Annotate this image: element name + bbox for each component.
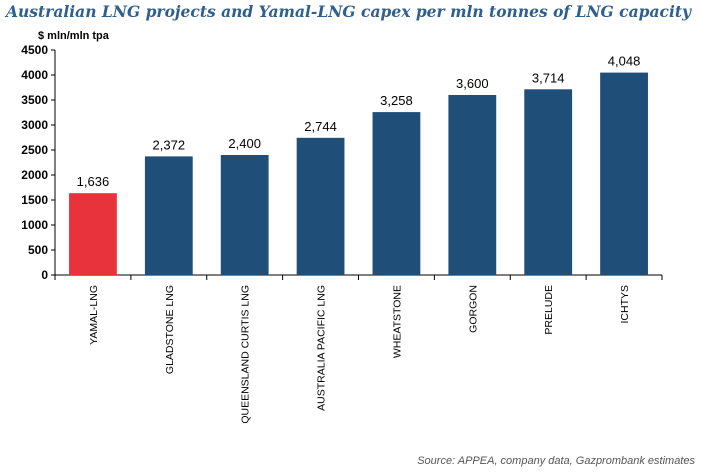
- data-label: 4,048: [608, 54, 641, 69]
- data-label: 3,600: [456, 76, 489, 91]
- y-tick-label: 3000: [21, 118, 48, 132]
- bar-queensland-curtis-lng: [220, 155, 269, 275]
- source-note: Source: APPEA, company data, Gazprombank…: [417, 455, 695, 467]
- bar-prelude: [524, 89, 573, 275]
- data-label: 2,744: [304, 119, 337, 134]
- chart-title: Australian LNG projects and Yamal-LNG ca…: [6, 2, 692, 21]
- y-tick-label: 2000: [21, 168, 48, 182]
- y-tick-label: 4500: [21, 43, 48, 57]
- bar-gorgon: [448, 95, 497, 275]
- x-tick-label: ICHTYS: [619, 285, 631, 324]
- bar-ichtys: [600, 72, 648, 275]
- x-tick-label: WHEATSTONE: [391, 285, 403, 358]
- y-tick-label: 4000: [21, 68, 48, 82]
- data-label: 2,400: [228, 136, 261, 151]
- x-tick-label: YAMAL-LNG: [88, 285, 100, 345]
- bar-chart: $ mln/mln tpa 0 500 1000 1500 2000 2500 3000 350…: [21, 30, 663, 424]
- data-label: 3,258: [380, 93, 413, 108]
- bar-australia-pacific-lng: [296, 137, 345, 275]
- bar-gladstone-lng: [144, 156, 193, 275]
- y-tick-label: 500: [28, 243, 48, 257]
- y-tick-label: 1000: [21, 218, 48, 232]
- x-tick-label: GORGON: [467, 285, 479, 333]
- x-tick-label: AUSTRALIA PACIFIC LNG: [316, 285, 328, 411]
- data-label: 2,372: [153, 137, 186, 152]
- x-tick-label: PRELUDE: [543, 285, 555, 335]
- bar-yamal-lng: [69, 193, 117, 275]
- y-tick-label: 1500: [21, 193, 48, 207]
- chart-area: $ mln/mln tpa 0 500 1000 1500 2000 2500 3000 350…: [0, 26, 705, 446]
- data-label: 3,714: [532, 70, 565, 85]
- x-tick-label: QUEENSLAND CURTIS LNG: [240, 285, 252, 424]
- x-tick-label: GLADSTONE LNG: [164, 285, 176, 374]
- y-tick-label: 0: [41, 268, 48, 282]
- y-axis-label: $ mln/mln tpa: [38, 30, 110, 42]
- bar-wheatstone: [372, 112, 421, 275]
- y-tick-label: 3500: [21, 93, 48, 107]
- data-label: 1,636: [77, 174, 110, 189]
- y-tick-label: 2500: [21, 143, 48, 157]
